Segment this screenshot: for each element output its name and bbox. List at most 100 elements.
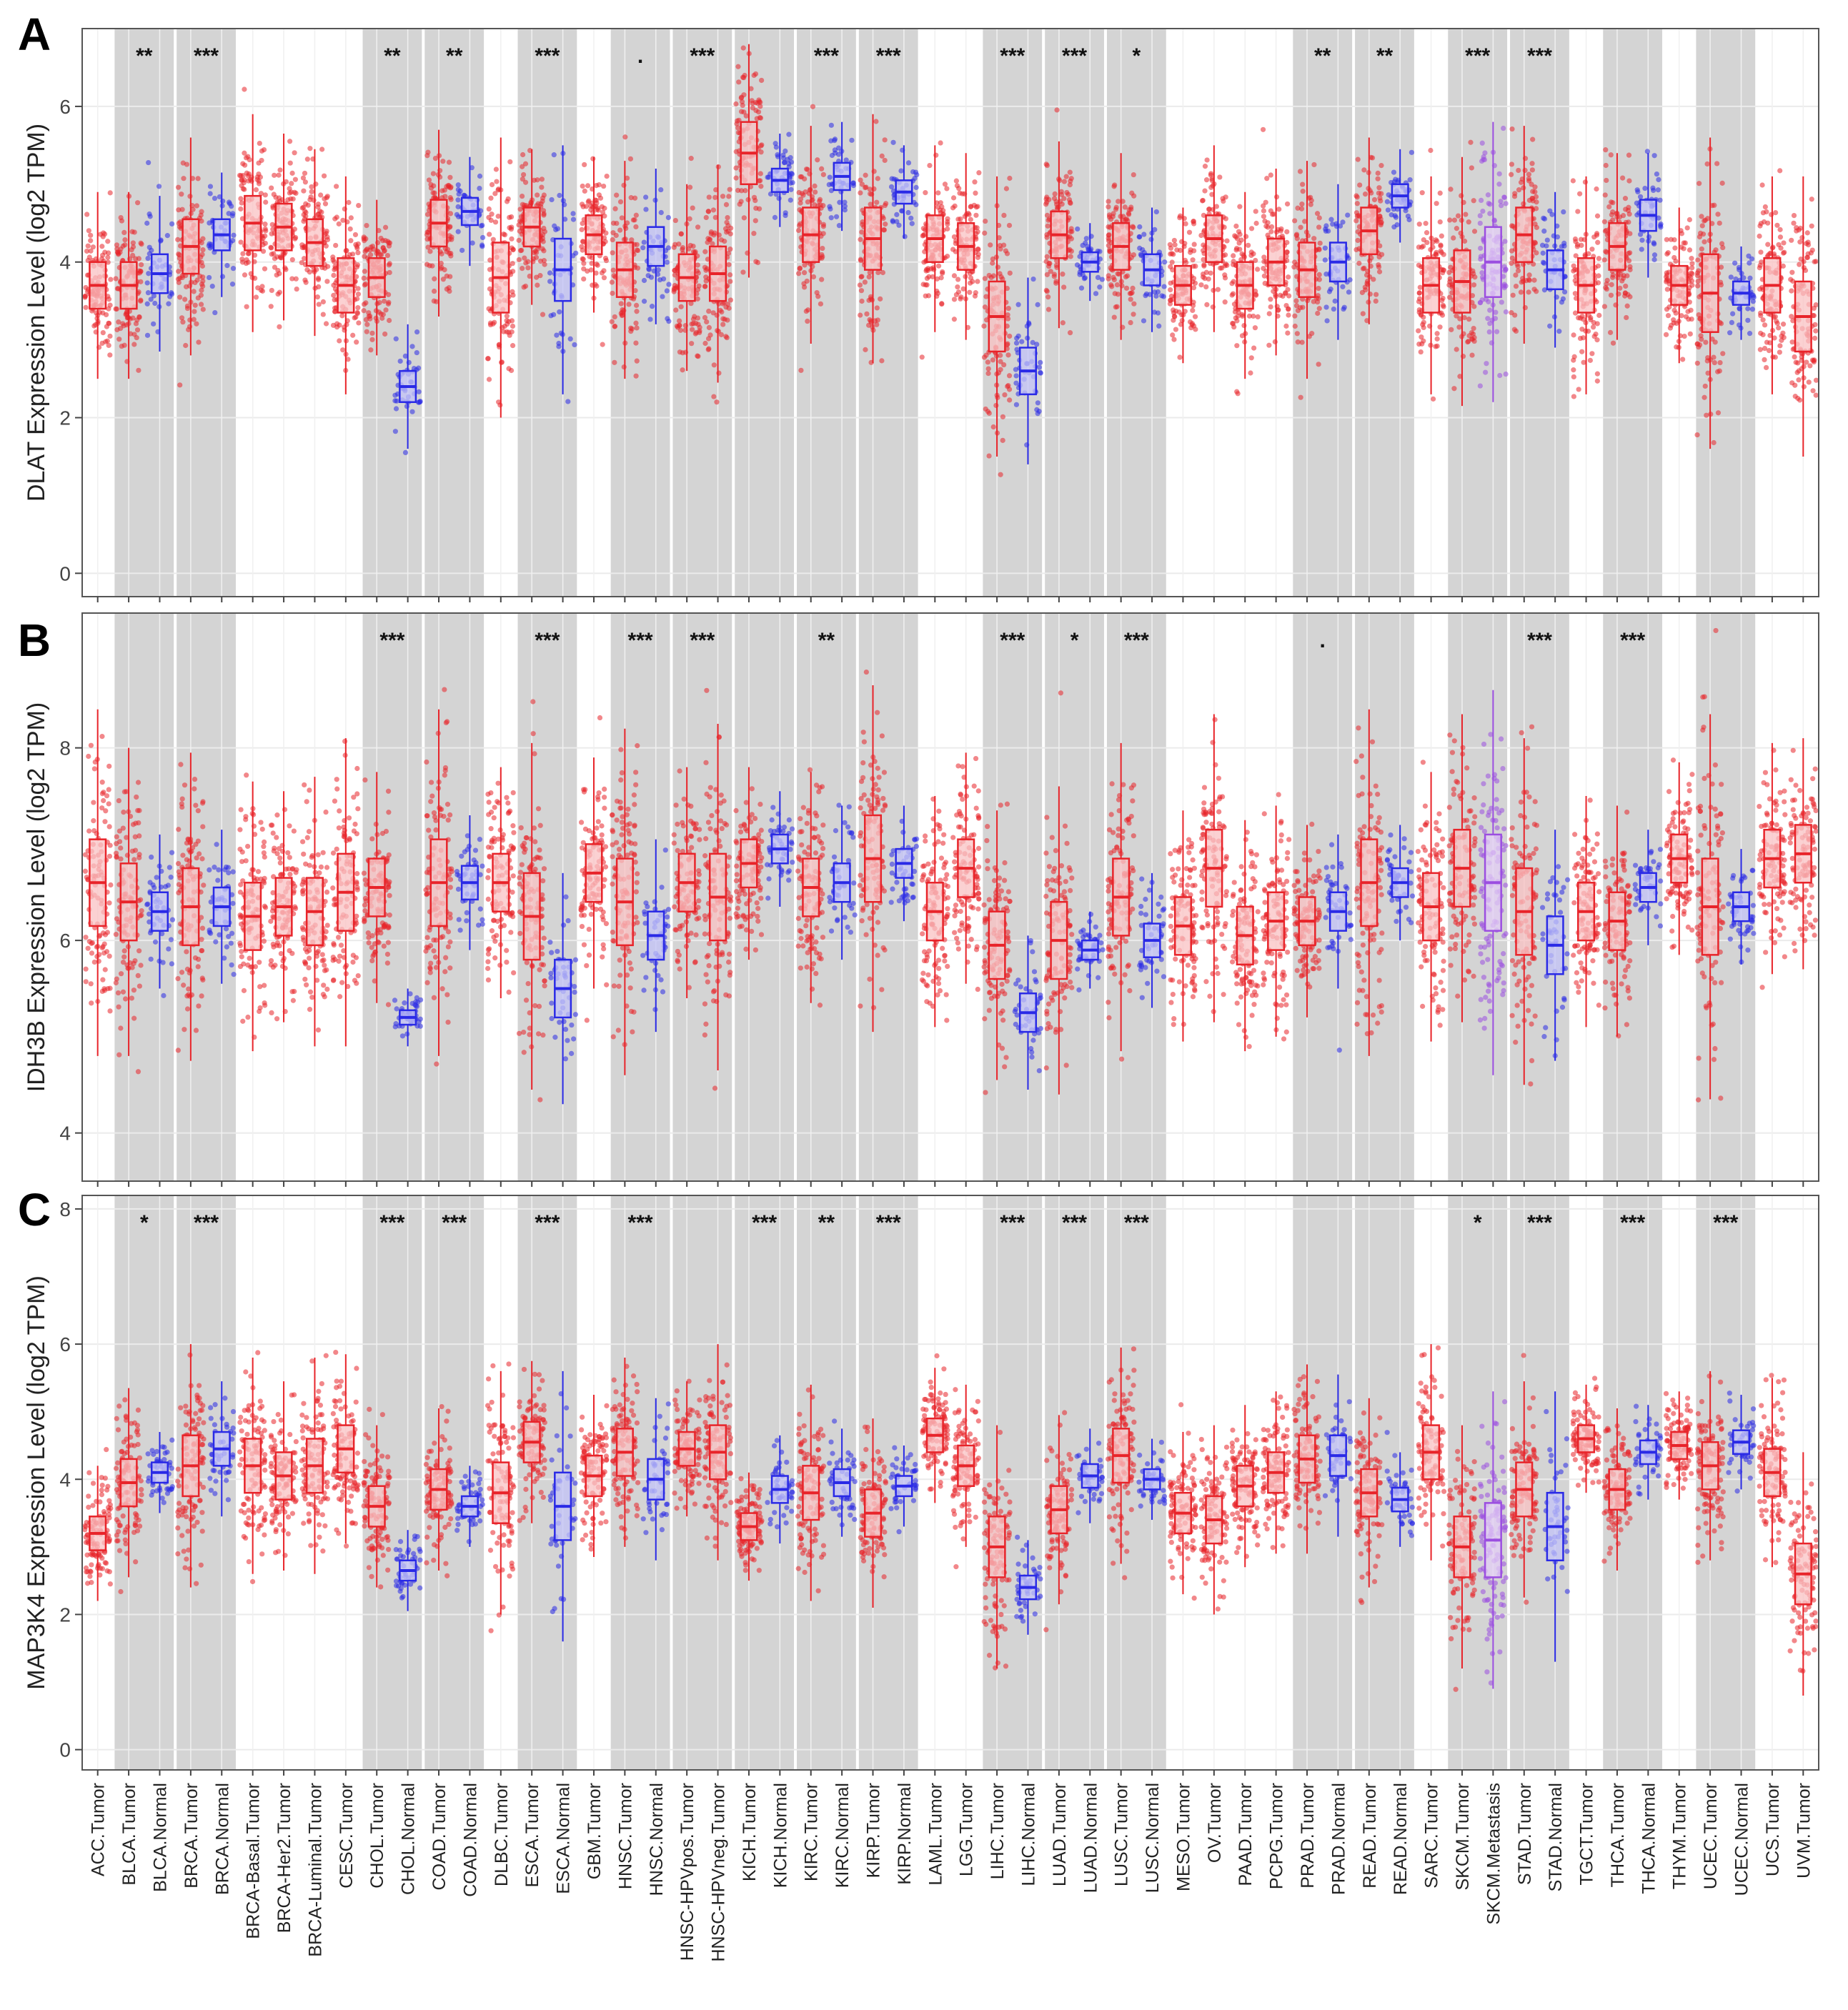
data-point (1594, 186, 1599, 192)
data-point (1005, 352, 1011, 358)
data-point (176, 279, 182, 285)
data-point (1252, 325, 1258, 331)
data-point (224, 263, 230, 269)
data-point (455, 186, 461, 193)
data-point (304, 156, 310, 162)
data-point (1416, 309, 1422, 315)
data-point (316, 302, 322, 307)
data-point (1292, 218, 1298, 224)
data-point (175, 237, 181, 242)
data-point (1323, 304, 1329, 310)
data-point (1424, 230, 1430, 236)
data-point (604, 173, 610, 179)
data-point (795, 227, 802, 234)
data-point (585, 183, 591, 189)
data-point (998, 246, 1003, 252)
data-point (179, 191, 184, 197)
data-point (1074, 262, 1081, 268)
data-point (194, 203, 199, 209)
data-point (726, 262, 732, 267)
data-point (271, 191, 277, 197)
data-point (1058, 191, 1065, 197)
data-point (687, 216, 692, 222)
data-point (177, 224, 183, 230)
data-point (1046, 196, 1052, 202)
data-point (1376, 254, 1382, 260)
data-point (371, 247, 377, 252)
data-point (1601, 304, 1607, 309)
data-point (722, 239, 727, 244)
data-point (1204, 157, 1210, 163)
data-point (317, 214, 323, 219)
data-point (1108, 282, 1114, 288)
data-point (832, 138, 838, 144)
data-point (242, 86, 247, 92)
data-point (1156, 323, 1162, 329)
data-point (875, 269, 881, 276)
data-point (1237, 204, 1243, 209)
data-point (1236, 229, 1242, 234)
data-point (1487, 211, 1493, 217)
data-point (1587, 357, 1593, 363)
data-point (1671, 307, 1677, 313)
data-point (322, 201, 329, 207)
data-point (1371, 196, 1378, 203)
box-chol-normal (392, 324, 423, 455)
data-point (1623, 283, 1629, 289)
data-point (1385, 207, 1391, 213)
data-point (387, 317, 392, 324)
data-point (455, 204, 461, 209)
data-point (1075, 226, 1081, 232)
data-point (1529, 181, 1534, 187)
data-point (519, 247, 525, 253)
data-point (677, 327, 684, 333)
data-point (1284, 249, 1290, 255)
data-point (1231, 279, 1236, 284)
data-point (849, 137, 855, 143)
data-point (316, 284, 322, 290)
data-point (975, 252, 981, 257)
data-point (339, 313, 345, 319)
data-point (1621, 275, 1626, 282)
shaded-band (424, 29, 485, 597)
data-point (614, 220, 620, 227)
data-point (641, 299, 647, 304)
data-point (736, 79, 742, 85)
data-point (923, 282, 928, 288)
data-point (121, 229, 127, 235)
data-point (935, 204, 941, 210)
data-point (116, 319, 121, 325)
data-point (1353, 218, 1359, 224)
data-point (504, 199, 510, 204)
data-point (447, 174, 453, 180)
data-point (492, 191, 498, 196)
data-point (710, 241, 715, 247)
data-point (226, 211, 232, 217)
data-point (968, 217, 973, 222)
data-point (1068, 236, 1074, 242)
data-point (352, 232, 359, 238)
data-point (858, 257, 864, 264)
data-point (1111, 314, 1117, 320)
data-point (1286, 293, 1292, 299)
data-point (942, 181, 948, 187)
data-point (1324, 318, 1330, 324)
data-point (1045, 294, 1051, 300)
data-point (714, 399, 720, 405)
data-point (180, 319, 186, 325)
data-point (1671, 237, 1677, 243)
data-point (704, 266, 710, 272)
data-point (798, 367, 804, 373)
box-cesc-tumor (330, 176, 362, 394)
data-point (1097, 284, 1103, 290)
data-point (955, 289, 962, 295)
data-point (1509, 126, 1515, 132)
data-point (993, 402, 999, 409)
data-point (540, 239, 546, 244)
data-point (507, 225, 512, 231)
data-point (489, 181, 495, 187)
data-point (448, 250, 454, 257)
data-point (1360, 266, 1366, 272)
data-point (1085, 244, 1091, 249)
data-point (287, 186, 292, 191)
